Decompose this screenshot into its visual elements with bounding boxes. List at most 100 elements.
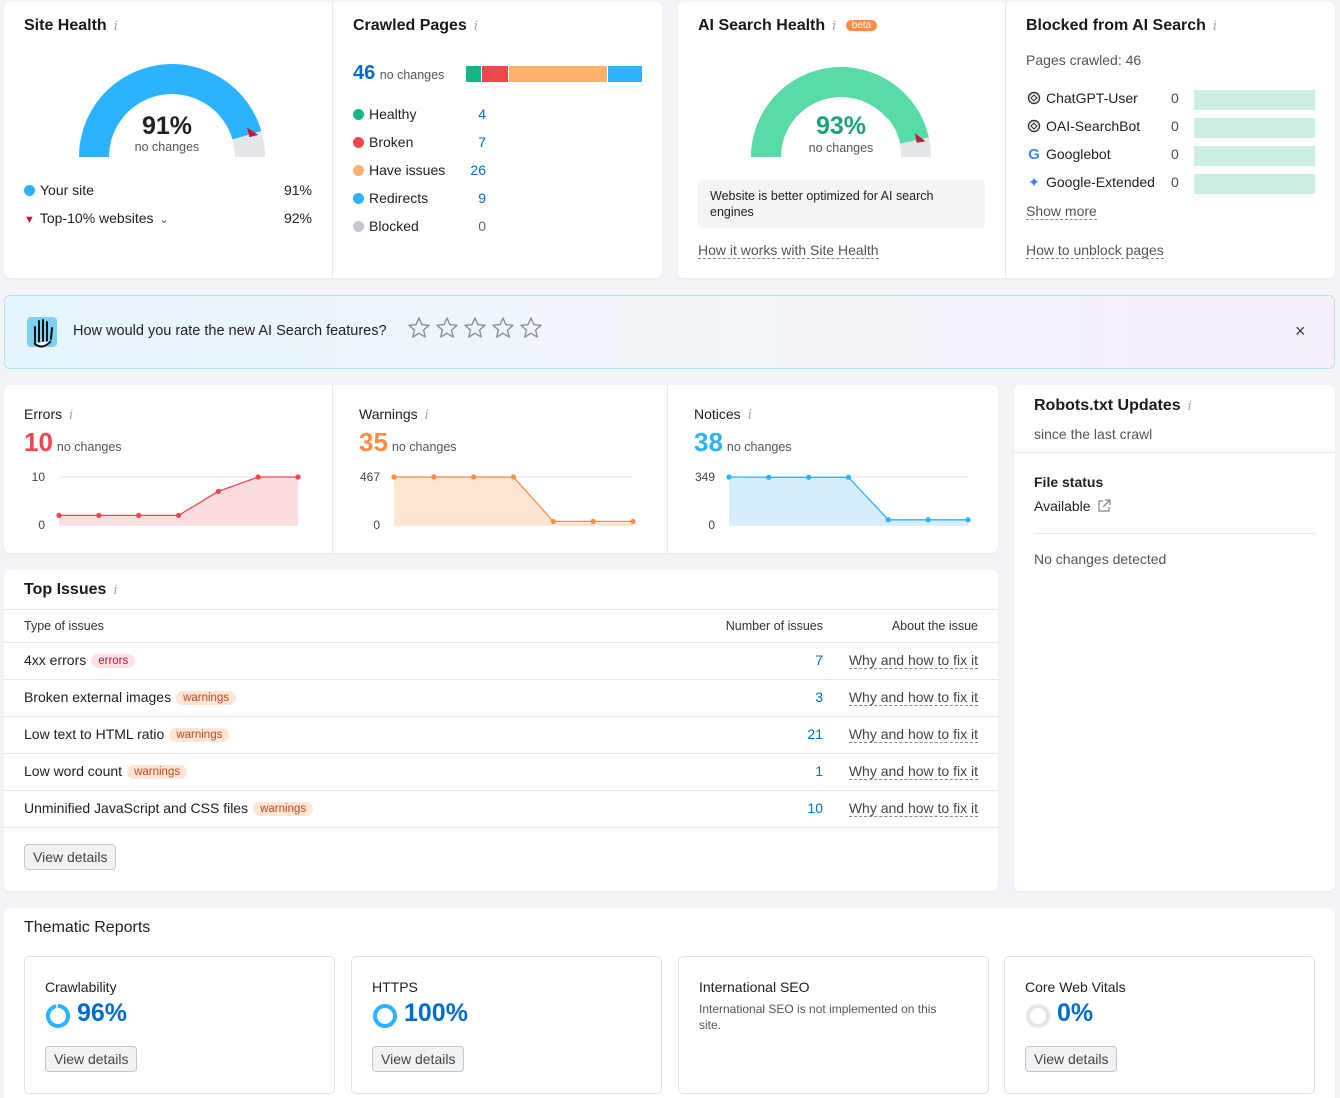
crawled-item-value: 0 <box>478 218 486 234</box>
top-10-marker <box>247 127 259 138</box>
progress-ring <box>46 1004 70 1028</box>
star-icon[interactable] <box>435 316 459 340</box>
file-status[interactable]: Available <box>1034 498 1091 514</box>
crawled-item-value[interactable]: 7 <box>478 134 486 150</box>
crawled-item-value[interactable]: 4 <box>478 106 486 122</box>
view-details-button[interactable]: View details <box>1025 1046 1118 1072</box>
notices-value[interactable]: 38 <box>694 427 723 457</box>
notices-value-wrap: 38 no changes <box>694 427 792 458</box>
data-point <box>431 474 437 480</box>
issue-name[interactable]: Low word count <box>24 763 123 779</box>
issue-badge: warnings <box>169 728 230 742</box>
close-icon[interactable]: × <box>1295 321 1306 341</box>
crawled-item-value[interactable]: 9 <box>478 190 486 206</box>
info-icon[interactable]: i <box>832 19 837 34</box>
crawled-total[interactable]: 46 <box>353 62 376 84</box>
y-tick-min: 0 <box>708 518 715 532</box>
top-issues-title: Top Issues <box>24 581 107 598</box>
bot-name: ChatGPT-User <box>1046 90 1138 106</box>
issue-count[interactable]: 1 <box>815 763 823 779</box>
legend-top10[interactable]: ▼ Top-10% websites ⌄ 92% <box>24 210 312 226</box>
your-site-dot <box>24 185 35 196</box>
fix-it-link[interactable]: Why and how to fix it <box>848 800 978 817</box>
fix-it-link[interactable]: Why and how to fix it <box>848 726 978 743</box>
fix-it-link[interactable]: Why and how to fix it <box>848 763 978 780</box>
errors-title: Errors <box>24 406 63 422</box>
view-details-button[interactable]: View details <box>372 1046 465 1072</box>
issue-count[interactable]: 10 <box>807 800 823 816</box>
report-value[interactable]: 96% <box>77 999 128 1027</box>
star-icon[interactable] <box>519 316 543 340</box>
divider <box>667 385 668 553</box>
crawled-item[interactable]: Broken 7 <box>353 134 493 154</box>
issue-badge: warnings <box>253 802 314 816</box>
fix-it-link[interactable]: Why and how to fix it <box>848 652 978 669</box>
info-icon[interactable]: i <box>69 408 74 423</box>
view-details-button[interactable]: View details <box>24 844 117 870</box>
issue-count[interactable]: 21 <box>807 726 823 742</box>
info-icon[interactable]: i <box>747 408 752 423</box>
bot-row: ChatGPT-User 0 <box>1026 90 1316 110</box>
report-name: HTTPS <box>372 979 418 995</box>
warnings-value[interactable]: 35 <box>359 427 388 457</box>
file-status-wrap[interactable]: Available <box>1034 498 1112 514</box>
unblock-pages-link[interactable]: How to unblock pages <box>1026 242 1164 259</box>
gauge-inner-arc <box>886 117 901 145</box>
fix-it-link[interactable]: Why and how to fix it <box>848 689 978 706</box>
issue-name[interactable]: Broken external images <box>24 689 172 705</box>
crawled-item[interactable]: Redirects 9 <box>353 190 493 210</box>
bar-segment-healthy[interactable] <box>466 66 482 82</box>
crawled-item-value[interactable]: 26 <box>470 162 486 178</box>
info-icon[interactable]: i <box>424 408 429 423</box>
thematic-report: International SEO International SEO is no… <box>678 956 989 1094</box>
how-it-works-link[interactable]: How it works with Site Health <box>698 242 879 259</box>
status-dot <box>353 109 364 120</box>
bar-segment-redirects[interactable] <box>608 66 642 82</box>
view-details-button[interactable]: View details <box>45 1046 138 1072</box>
y-tick-max: 467 <box>360 470 380 484</box>
crawled-item[interactable]: Have issues 26 <box>353 162 493 182</box>
crawled-item[interactable]: Healthy 4 <box>353 106 493 126</box>
star-icon[interactable] <box>407 316 431 340</box>
data-point <box>590 518 596 525</box>
chevron-down-icon[interactable]: ⌄ <box>159 214 169 226</box>
info-icon[interactable]: i <box>1187 399 1192 414</box>
report-value[interactable]: 0% <box>1057 999 1094 1027</box>
info-icon[interactable]: i <box>113 583 118 598</box>
data-point <box>726 474 732 480</box>
info-icon[interactable]: i <box>113 19 118 34</box>
crawled-item[interactable]: Blocked 0 <box>353 218 493 238</box>
bar-segment-broken[interactable] <box>482 66 509 82</box>
crawled-item-label: Healthy <box>369 106 417 122</box>
issue-count[interactable]: 7 <box>815 652 823 668</box>
issue-name[interactable]: 4xx errors <box>24 652 87 668</box>
star-icon[interactable] <box>491 316 515 340</box>
area-fill <box>394 477 633 525</box>
star-icon[interactable] <box>463 316 487 340</box>
bar-segment-have-issues[interactable] <box>509 66 608 82</box>
external-link-icon[interactable] <box>1097 499 1112 513</box>
ai-health-link-wrap: How it works with Site Health <box>698 242 879 260</box>
legend-label: Top-10% websites <box>39 210 154 226</box>
issue-count[interactable]: 3 <box>815 689 823 705</box>
issue-name[interactable]: Low text to HTML ratio <box>24 726 165 742</box>
data-point <box>96 512 102 518</box>
errors-value[interactable]: 10 <box>24 427 53 457</box>
issue-name[interactable]: Unminified JavaScript and CSS files <box>24 800 249 816</box>
site-health-title: Site Health <box>24 17 107 34</box>
report-value[interactable]: 100% <box>404 999 468 1027</box>
show-more-link[interactable]: Show more <box>1026 203 1097 220</box>
crawled-item-label: Blocked <box>369 218 419 234</box>
gauge-value-arc <box>79 64 262 158</box>
top-10-marker <box>914 133 926 143</box>
crawled-pages-title: Crawled Pages <box>353 17 467 34</box>
table-row: 4xx errors errors 7 Why and how to fix it <box>4 642 998 679</box>
col-count: Number of issues <box>725 619 823 633</box>
info-icon[interactable]: i <box>473 19 478 34</box>
issue-name-wrap: Unminified JavaScript and CSS files warni… <box>24 800 314 816</box>
data-point <box>471 474 477 480</box>
divider <box>1005 2 1006 278</box>
notices-note: no changes <box>726 440 792 454</box>
info-icon[interactable]: i <box>1212 19 1218 34</box>
data-point <box>766 474 772 480</box>
